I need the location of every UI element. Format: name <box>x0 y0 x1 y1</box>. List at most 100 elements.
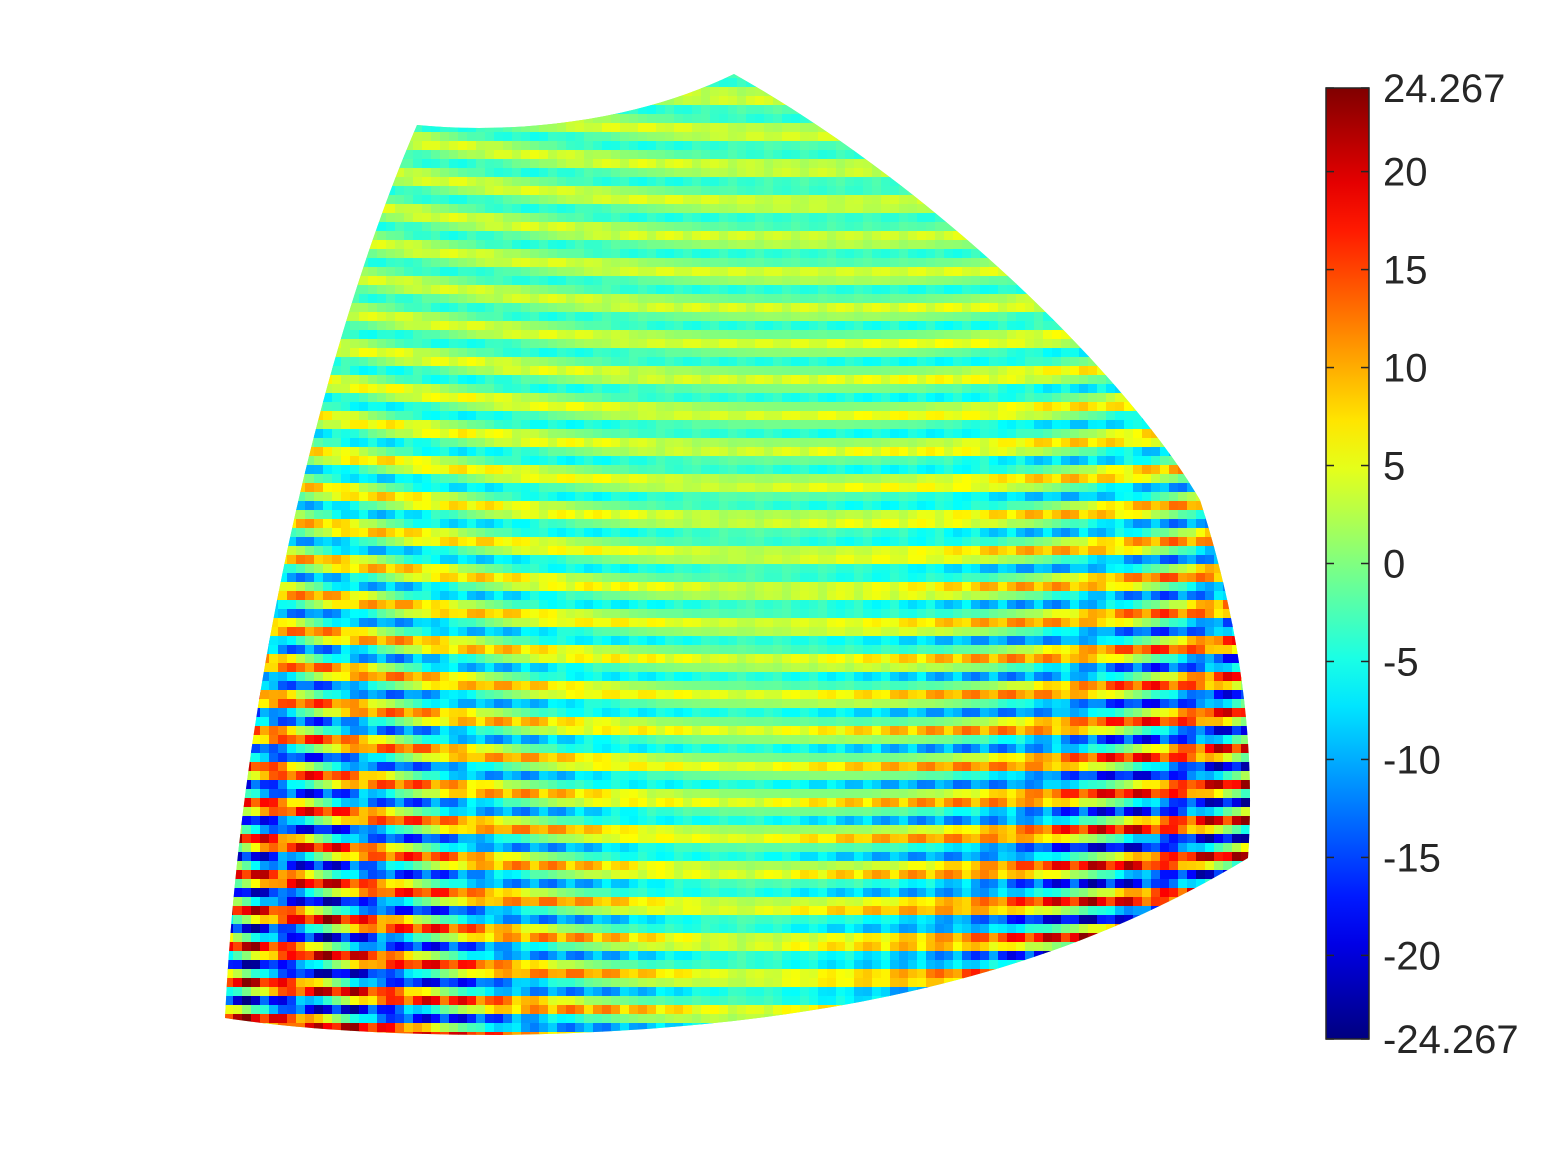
surface-cell <box>233 276 243 286</box>
surface-cell <box>422 411 432 421</box>
surface-cell <box>431 60 441 70</box>
surface-cell <box>620 312 630 322</box>
surface-cell <box>872 150 882 160</box>
surface-cell <box>1160 177 1170 187</box>
surface-cell <box>485 96 495 106</box>
surface-cell <box>242 249 252 259</box>
surface-cell <box>368 294 378 304</box>
surface-cell <box>764 330 774 340</box>
surface-cell <box>296 231 306 241</box>
surface-cell <box>1160 114 1170 124</box>
surface-cell <box>566 420 576 430</box>
surface-cell <box>800 60 810 70</box>
surface-cell <box>1115 74 1125 79</box>
surface-cell <box>413 249 423 259</box>
surface-cell <box>548 285 558 295</box>
surface-cell <box>1169 74 1179 79</box>
surface-cell <box>935 312 945 322</box>
surface-cell <box>656 393 666 403</box>
surface-cell <box>1205 78 1215 88</box>
surface-cell <box>908 366 918 376</box>
surface-cell <box>413 141 423 151</box>
surface-cell <box>899 231 909 241</box>
surface-cell <box>593 348 603 358</box>
surface-cell <box>530 375 540 385</box>
surface-cell <box>638 87 648 97</box>
surface-cell <box>1142 87 1152 97</box>
surface-cell <box>1034 132 1044 142</box>
surface-cell <box>800 222 810 232</box>
surface-cell <box>332 276 342 286</box>
surface-cell <box>665 357 675 367</box>
surface-cell <box>341 141 351 151</box>
surface-cell <box>287 240 297 250</box>
surface-cell <box>692 222 702 232</box>
surface-cell <box>593 249 603 259</box>
surface-cell <box>377 123 387 133</box>
surface-cell <box>620 375 630 385</box>
surface-cell <box>845 96 855 106</box>
surface-cell <box>1133 213 1143 223</box>
surface-cell <box>1142 312 1152 322</box>
surface-cell <box>836 303 846 313</box>
surface-cell <box>1079 74 1089 79</box>
surface-cell <box>1205 204 1215 214</box>
surface-cell <box>368 168 378 178</box>
surface-cell <box>809 87 819 97</box>
surface-cell <box>935 123 945 133</box>
surface-cell <box>800 204 810 214</box>
surface-cell <box>917 294 927 304</box>
surface-cell <box>1097 420 1107 430</box>
surface-cell <box>638 420 648 430</box>
surface-cell <box>1160 285 1170 295</box>
surface-cell <box>1151 114 1161 124</box>
surface-cell <box>476 60 486 70</box>
surface-cell <box>665 303 675 313</box>
surface-cell <box>1061 213 1071 223</box>
surface-cell <box>1196 141 1206 151</box>
surface-cell <box>665 132 675 142</box>
surface-cell <box>395 105 405 115</box>
surface-cell <box>1241 213 1251 223</box>
surface-cell <box>1061 222 1071 232</box>
surface-cell <box>458 74 468 79</box>
surface-cell <box>629 60 639 70</box>
surface-cell <box>296 132 306 142</box>
surface-cell <box>350 96 360 106</box>
surface-cell <box>602 303 612 313</box>
surface-cell <box>1142 267 1152 277</box>
surface-cell <box>629 366 639 376</box>
surface-cell <box>1079 231 1089 241</box>
surface-cell <box>215 186 225 196</box>
surface-cell <box>1106 375 1116 385</box>
surface-cell <box>314 213 324 223</box>
surface-cell <box>548 177 558 187</box>
surface-cell <box>422 402 432 412</box>
surface-cell <box>827 267 837 277</box>
surface-cell <box>683 294 693 304</box>
surface-cell <box>827 366 837 376</box>
surface-cell <box>926 105 936 115</box>
surface-cell <box>1205 177 1215 187</box>
surface-cell <box>233 87 243 97</box>
surface-cell <box>1187 312 1197 322</box>
surface-cell <box>323 294 333 304</box>
surface-cell <box>1232 204 1242 214</box>
surface-cell <box>944 366 954 376</box>
surface-cell <box>620 411 630 421</box>
surface-cell <box>989 114 999 124</box>
surface-cell <box>368 78 378 88</box>
surface-cell <box>1232 74 1242 79</box>
surface-cell <box>341 74 351 79</box>
surface-cell <box>863 276 873 286</box>
surface-cell <box>1250 357 1251 367</box>
surface-cell <box>1196 96 1206 106</box>
surface-cell <box>1187 123 1197 133</box>
surface-cell <box>773 285 783 295</box>
surface-cell <box>656 240 666 250</box>
surface-cell <box>1133 384 1143 394</box>
surface-cell <box>296 60 306 70</box>
surface-cell <box>1079 204 1089 214</box>
surface-cell <box>728 186 738 196</box>
surface-cell <box>710 195 720 205</box>
